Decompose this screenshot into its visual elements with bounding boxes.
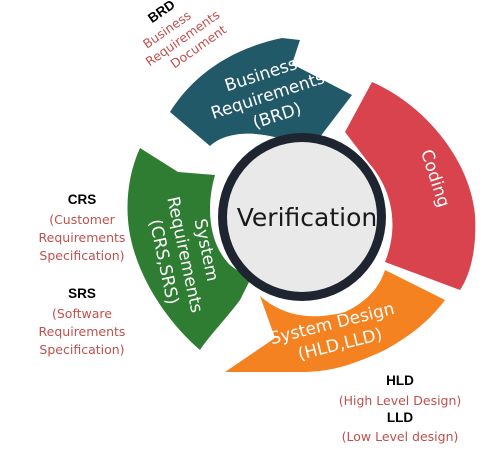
annotation-srs-line: Requirements (39, 324, 126, 339)
annotation-hld-line: (High Level Design) (339, 393, 462, 408)
segment-system-design (225, 270, 445, 372)
annotation-lld: LLD (Low Level design) (342, 410, 459, 444)
annotation-lld-abbr: LLD (387, 410, 413, 425)
annotation-srs-line: Specification) (39, 342, 124, 357)
segment-label-sysreq: System Requirements (CRS,SRS) (141, 190, 229, 324)
annotation-crs-abbr: CRS (68, 192, 97, 207)
annotation-hld: HLD (High Level Design) (339, 373, 462, 408)
annotation-lld-line: (Low Level design) (342, 429, 459, 444)
center-label: Verification (237, 203, 377, 232)
segment-system-requirements (127, 148, 250, 350)
hub-center (227, 142, 377, 292)
annotation-srs-line: (Software (52, 306, 112, 321)
annotation-srs: SRS (Software Requirements Specification… (39, 286, 126, 357)
segment-business-requirements (170, 38, 352, 150)
annotation-crs-line: Requirements (39, 230, 126, 245)
annotation-crs-line: Specification) (39, 248, 124, 263)
annotation-crs: CRS (Customer Requirements Specification… (39, 192, 126, 263)
annotation-hld-abbr: HLD (386, 373, 414, 388)
segment-coding (345, 82, 476, 290)
annotation-srs-abbr: SRS (68, 286, 96, 301)
annotation-crs-line: (Customer (49, 212, 115, 227)
